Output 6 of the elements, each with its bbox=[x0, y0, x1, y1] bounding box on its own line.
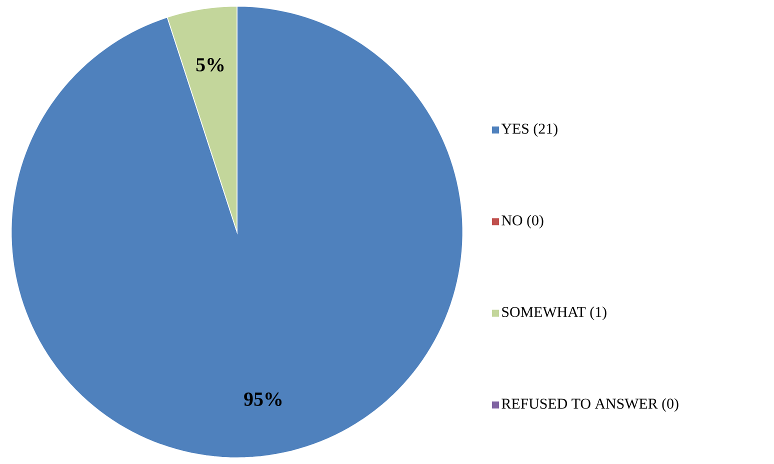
legend-label: REFUSED TO ANSWER (0) bbox=[502, 398, 678, 412]
legend-label: NO (0) bbox=[502, 214, 544, 228]
data-label: 5% bbox=[196, 58, 224, 72]
legend-label: SOMEWHAT (1) bbox=[502, 306, 606, 320]
legend-label: YES (21) bbox=[501, 123, 558, 137]
data-label: 95% bbox=[244, 392, 282, 406]
